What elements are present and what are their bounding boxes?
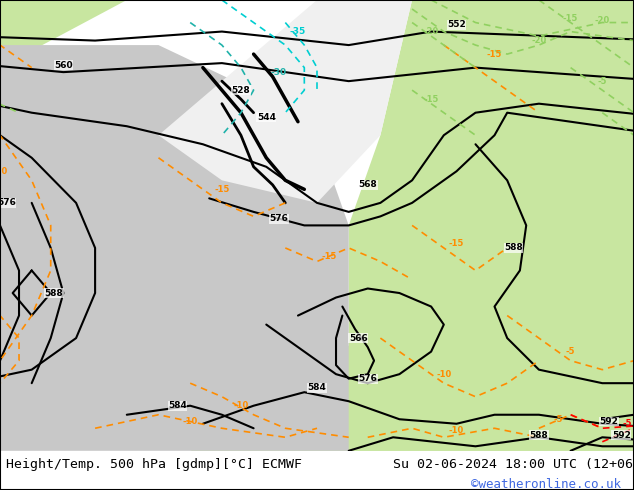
Text: 576: 576: [358, 374, 377, 383]
Text: 584: 584: [307, 383, 327, 392]
Text: -10: -10: [0, 167, 8, 176]
Text: 560: 560: [54, 61, 73, 70]
Polygon shape: [190, 316, 634, 451]
Text: 576: 576: [269, 214, 288, 223]
Text: 528: 528: [231, 86, 250, 95]
Text: 592: 592: [599, 417, 618, 426]
Text: -35: -35: [290, 27, 306, 36]
Text: 592: 592: [612, 431, 631, 440]
Text: -30: -30: [271, 68, 287, 76]
Text: -20: -20: [595, 16, 610, 25]
Text: -15: -15: [424, 95, 439, 104]
Text: -5: -5: [598, 76, 607, 86]
Text: -20: -20: [531, 36, 547, 45]
Text: -15: -15: [214, 185, 230, 194]
Text: -10: -10: [436, 369, 451, 379]
Text: -5: -5: [566, 347, 575, 356]
Text: -15: -15: [449, 239, 464, 248]
Text: 544: 544: [257, 113, 276, 122]
Text: 584: 584: [168, 401, 187, 410]
Polygon shape: [0, 0, 127, 68]
Text: Su 02-06-2024 18:00 UTC (12+06): Su 02-06-2024 18:00 UTC (12+06): [393, 458, 634, 471]
Text: -20: -20: [424, 27, 439, 36]
Text: -10: -10: [233, 401, 249, 410]
Text: 566: 566: [349, 334, 368, 343]
Polygon shape: [158, 0, 412, 203]
Text: 576: 576: [0, 198, 16, 207]
Text: 588: 588: [44, 289, 63, 297]
Polygon shape: [507, 0, 634, 45]
Text: 588: 588: [529, 431, 548, 440]
Text: 552: 552: [447, 20, 466, 29]
Text: -5: -5: [623, 419, 632, 428]
Text: 588: 588: [504, 244, 523, 252]
Text: -10: -10: [449, 426, 464, 435]
Text: -10: -10: [183, 417, 198, 426]
Text: Height/Temp. 500 hPa [gdmp][°C] ECMWF: Height/Temp. 500 hPa [gdmp][°C] ECMWF: [6, 458, 302, 471]
Text: 568: 568: [358, 180, 377, 189]
Text: -15: -15: [563, 14, 578, 23]
Polygon shape: [349, 0, 634, 451]
Polygon shape: [0, 45, 349, 451]
Text: -15: -15: [487, 49, 502, 59]
Text: -5: -5: [553, 415, 562, 424]
Text: -15: -15: [322, 252, 337, 262]
Text: ©weatheronline.co.uk: ©weatheronline.co.uk: [471, 478, 621, 490]
